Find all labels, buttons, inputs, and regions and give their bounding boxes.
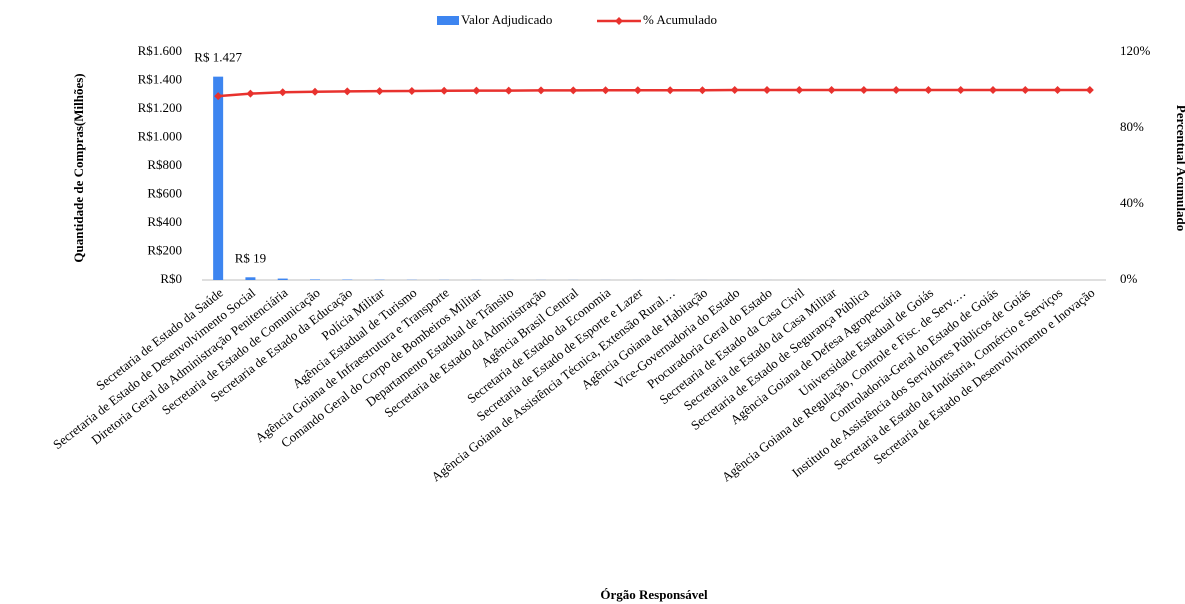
y2-axis-title: Percentual Acumulado — [1174, 105, 1185, 232]
y-tick-label: R$1.400 — [138, 71, 182, 86]
line — [218, 88, 1090, 98]
marker — [827, 86, 836, 94]
marker — [246, 89, 255, 98]
y2-tick-label: 80% — [1120, 119, 1144, 134]
y2-tick-label: 40% — [1120, 195, 1144, 210]
marker — [1021, 86, 1030, 94]
marker — [472, 86, 481, 95]
marker — [440, 86, 449, 95]
y-tick-label: R$800 — [147, 157, 182, 172]
marker — [795, 86, 804, 94]
marker — [569, 86, 578, 95]
marker — [214, 92, 223, 101]
marker — [537, 86, 545, 95]
marker — [504, 86, 513, 95]
marker — [311, 87, 319, 96]
marker — [859, 86, 868, 94]
y2-tick-label: 120% — [1120, 43, 1151, 58]
bar — [277, 278, 288, 280]
y-tick-label: R$1.600 — [138, 43, 182, 58]
y2-tick-label: 0% — [1120, 271, 1138, 286]
data-label: R$ 19 — [235, 250, 266, 265]
legend-swatch — [437, 16, 459, 25]
marker — [763, 86, 771, 94]
data-label: R$ 1.427 — [194, 50, 242, 65]
marker — [892, 86, 901, 94]
marker — [1085, 86, 1094, 94]
bar — [213, 76, 224, 280]
bar — [245, 277, 256, 280]
legend-label: Valor Adjudicado — [461, 12, 552, 27]
y-tick-label: R$0 — [160, 271, 182, 286]
y-tick-label: R$1.000 — [138, 128, 182, 143]
legend-marker — [615, 17, 623, 25]
marker — [730, 86, 739, 94]
bar — [310, 279, 320, 280]
marker — [601, 86, 610, 95]
legend-label: % Acumulado — [643, 12, 717, 27]
marker — [989, 86, 997, 94]
marker — [407, 86, 416, 95]
marker — [633, 86, 642, 95]
marker — [924, 86, 933, 94]
y-tick-label: R$1.200 — [138, 100, 182, 115]
marker — [278, 88, 287, 97]
y-tick-label: R$200 — [147, 242, 182, 257]
x-axis-title: Órgão Responsável — [600, 587, 708, 602]
marker — [1053, 86, 1062, 94]
y-tick-label: R$400 — [147, 214, 182, 229]
y-tick-label: R$600 — [147, 185, 182, 200]
marker — [375, 87, 384, 96]
marker — [956, 86, 965, 94]
y-axis-title: Quantidade de Compras(Milhões) — [71, 73, 86, 262]
marker — [343, 87, 352, 96]
marker — [666, 86, 675, 95]
marker — [698, 86, 707, 95]
